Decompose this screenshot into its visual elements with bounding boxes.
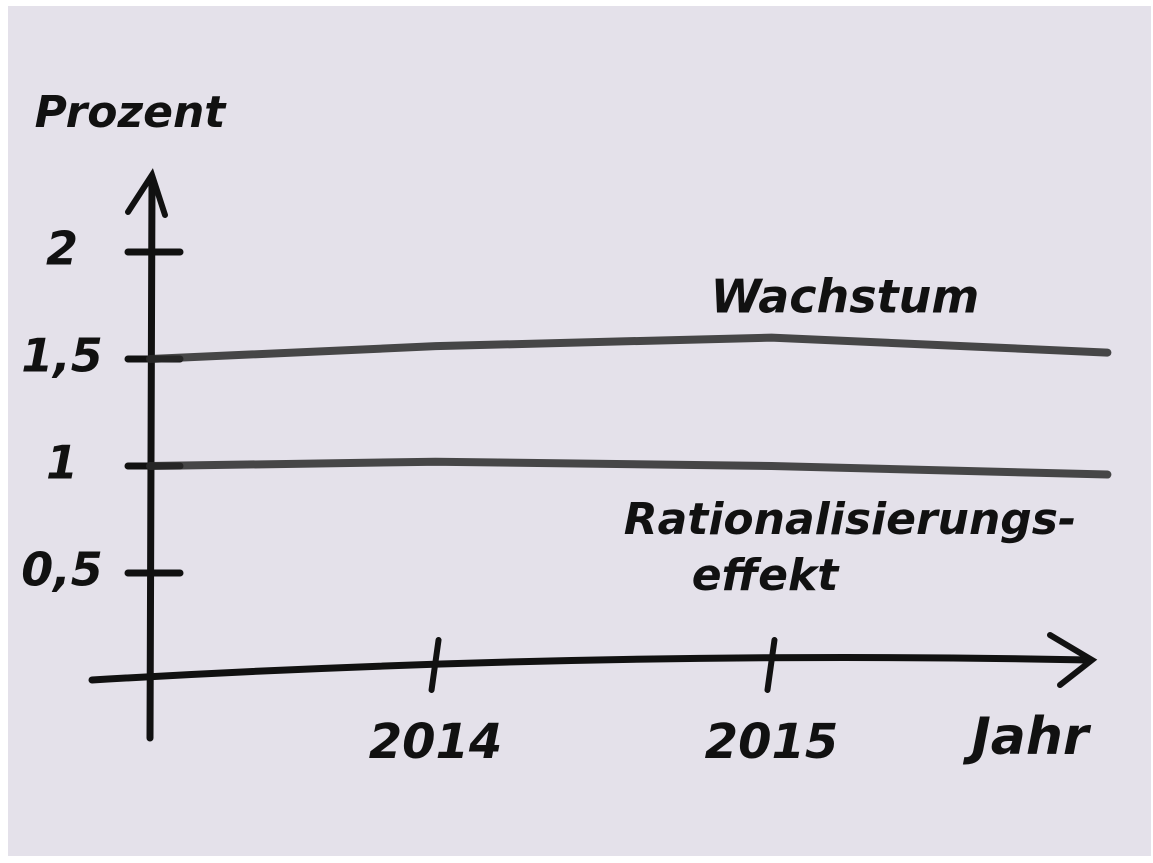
data-line	[146, 333, 1112, 363]
x-axis-label: Jahr	[962, 707, 1091, 767]
x-tick-label: 2014	[369, 714, 503, 770]
y-tick-label: 1	[46, 436, 78, 490]
data-line	[146, 457, 1112, 479]
y-tick-label: 1,5	[21, 329, 103, 383]
x-tick	[764, 637, 778, 693]
annotation: Rationalisierungs-	[624, 494, 1077, 545]
paper	[8, 6, 1151, 856]
annotation: Wachstum	[711, 270, 980, 324]
annotation: effekt	[692, 550, 841, 601]
x-axis	[88, 654, 1094, 684]
y-tick-label: 0,5	[21, 543, 103, 597]
x-tick	[428, 637, 442, 693]
x-axis-arrow	[1047, 632, 1098, 688]
y-axis-arrow	[125, 168, 168, 218]
y-axis-label: Prozent	[35, 87, 228, 138]
y-tick-label: 2	[46, 222, 78, 276]
x-tick-label: 2015	[705, 714, 839, 770]
y-axis	[146, 176, 156, 742]
